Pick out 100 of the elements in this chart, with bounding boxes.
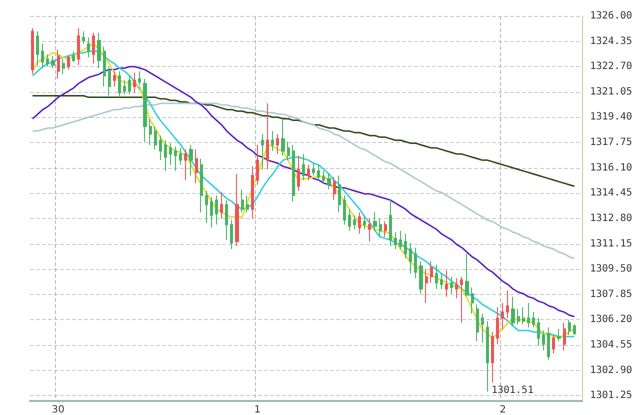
candlestick (67, 55, 70, 70)
candlestick (138, 70, 141, 86)
candlestick (527, 302, 530, 328)
candlestick (348, 208, 351, 232)
candlestick (235, 173, 239, 247)
y-tick-label: 1307.85 (590, 288, 632, 300)
candlestick (537, 318, 540, 346)
candlestick (200, 158, 203, 213)
candlestick (481, 313, 484, 344)
candlestick (338, 175, 341, 213)
candlestick (358, 212, 361, 234)
candlestick (379, 218, 382, 238)
candlestick (220, 192, 223, 219)
candlestick (108, 66, 111, 96)
candlestick (123, 80, 126, 95)
candlestick (261, 134, 264, 170)
x-tick-label: 1 (254, 404, 261, 415)
y-tick-label: 1326.00 (590, 10, 632, 22)
y-tick-label: 1306.20 (590, 314, 632, 326)
y-tick-label: 1309.50 (590, 264, 632, 275)
candlestick (455, 278, 458, 299)
candlestick (419, 260, 423, 294)
candlestick (77, 28, 80, 66)
candlestick (82, 30, 85, 44)
candlestick (128, 75, 131, 95)
candlestick (368, 218, 371, 242)
candlestick (568, 319, 571, 336)
candlestick (184, 148, 187, 181)
candlestick (118, 70, 121, 98)
candlestick (31, 28, 34, 75)
y-tick-label: 1324.35 (590, 36, 632, 47)
y-tick-label: 1301.25 (590, 390, 632, 402)
candlestick (486, 320, 489, 392)
candlestick (409, 242, 412, 274)
candlestick (511, 296, 515, 326)
candlestick (241, 188, 244, 213)
candlestick (327, 173, 331, 190)
candlestick (225, 200, 228, 240)
candlestick (440, 273, 443, 290)
candlestick (312, 162, 315, 176)
y-tick-label: 1316.10 (590, 162, 632, 174)
candlestick (552, 334, 555, 354)
candlestick (179, 147, 182, 166)
candlestick (317, 164, 320, 181)
candlestick (501, 302, 504, 330)
candlestick (41, 43, 44, 69)
candlestick (287, 141, 290, 161)
candlestick (251, 166, 254, 219)
y-tick-label: 1311.15 (590, 238, 632, 250)
line-series (32, 95, 576, 188)
candlestick (430, 260, 433, 284)
candlestick (230, 220, 233, 250)
y-tick-label: 1302.90 (590, 364, 632, 376)
candlestick (506, 290, 509, 319)
candlestick (210, 196, 213, 228)
x-tick-label: 2 (500, 404, 506, 415)
candlestick (97, 32, 101, 69)
y-tick-label: 1312.80 (590, 212, 632, 224)
candlestick (51, 55, 55, 69)
candlestick (363, 214, 366, 230)
candlestick (491, 331, 494, 384)
candlestick (266, 102, 269, 170)
candlestick (547, 326, 550, 360)
x-tick-label: 30 (52, 404, 64, 415)
line-series (32, 102, 576, 260)
y-tick-label: 1304.55 (590, 340, 632, 351)
candlestick (164, 140, 167, 172)
candlestick (384, 221, 387, 238)
candlestick (343, 194, 346, 226)
candlestick (205, 190, 208, 224)
candlestick (414, 247, 417, 279)
candlestick (542, 330, 545, 351)
candlestick (149, 118, 152, 146)
candlestick (557, 328, 561, 342)
candlestick (563, 322, 566, 351)
candlestick (394, 232, 397, 250)
candlestick (450, 276, 453, 294)
candlestick (87, 36, 90, 58)
candlestick (195, 148, 198, 184)
candlestick (353, 214, 356, 230)
candlestick (517, 308, 520, 325)
annotation: 1301.51 (491, 385, 534, 396)
y-tick-label: 1322.70 (590, 61, 632, 72)
candlestick (302, 154, 305, 181)
candlestick (476, 304, 479, 342)
candlestick (154, 126, 157, 150)
candlestick (103, 46, 106, 88)
candlestick (174, 146, 177, 172)
candlestick (333, 176, 336, 201)
candlestick (72, 50, 75, 63)
candlestick (189, 144, 193, 176)
candlestick (307, 164, 310, 181)
candlestick (496, 306, 499, 345)
candlestick (92, 32, 95, 64)
candlestick (62, 58, 65, 75)
candlestick (460, 276, 463, 324)
candlestick (159, 135, 162, 161)
candlestick (435, 264, 438, 290)
candlestick (281, 118, 285, 156)
candlestick (46, 54, 49, 68)
